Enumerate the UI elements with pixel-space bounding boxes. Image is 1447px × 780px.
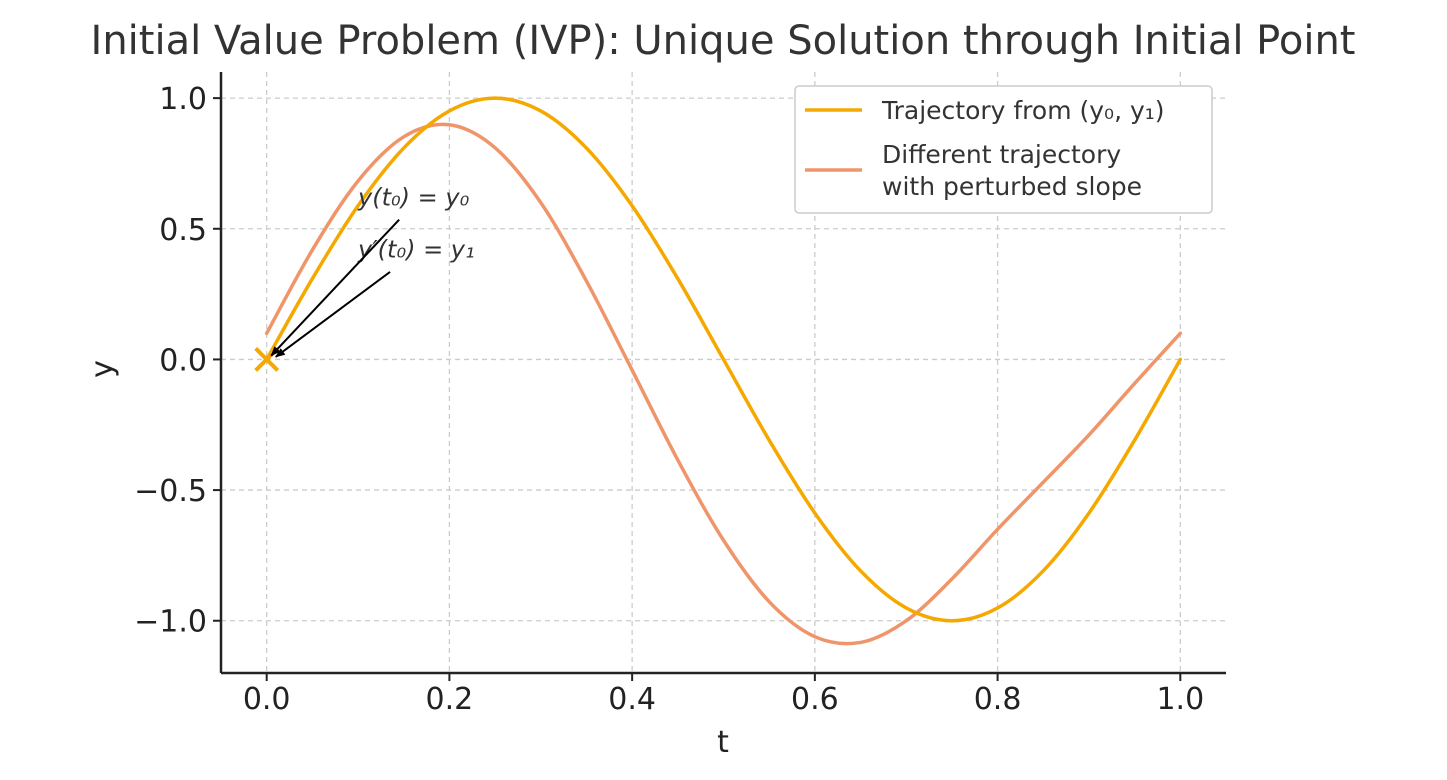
axes xyxy=(219,72,1226,675)
y-tick-label-0: 1.0 xyxy=(159,82,207,117)
annotation-layer: y(t₀) = y₀ y′(t₀) = y₁ xyxy=(270,183,475,358)
series-line-perturbed xyxy=(264,122,1183,646)
legend-label-perturbed-line-1: Different trajectory xyxy=(882,140,1121,169)
y-tick-label-1: 0.5 xyxy=(159,213,207,248)
x-tick-label-5: 1.0 xyxy=(1156,682,1204,717)
x-tick-label-0: 0.0 xyxy=(243,682,291,717)
annotation-arrow-0 xyxy=(270,218,400,357)
x-tick-label-1: 0.2 xyxy=(426,682,474,717)
y-tick-label-4: −1.0 xyxy=(134,605,207,640)
chart-title: Initial Value Problem (IVP): Unique Solu… xyxy=(91,18,1356,64)
x-tick-label-2: 0.4 xyxy=(608,682,656,717)
x-axis-label: t xyxy=(717,725,729,760)
legend: Trajectory from (y₀, y₁) Different traje… xyxy=(794,85,1213,214)
y-tick-label-3: −0.5 xyxy=(134,474,207,509)
annotation-label-initial-value: y(t₀) = y₀ xyxy=(357,183,470,211)
legend-label-trajectory: Trajectory from (y₀, y₁) xyxy=(881,96,1165,125)
legend-label-perturbed-line-2: with perturbed slope xyxy=(882,172,1142,201)
legend-box xyxy=(794,85,1213,214)
annotation-label-initial-slope: y′(t₀) = y₁ xyxy=(357,236,475,264)
y-tick-label-2: 0.0 xyxy=(159,343,207,378)
annotation-arrow-1 xyxy=(275,271,391,358)
ticks: 0.0 0.2 0.4 0.6 0.8 1.0 1.0 0.5 0.0 −0.5 −1.0 xyxy=(134,82,1204,717)
x-tick-label-3: 0.6 xyxy=(791,682,839,717)
series-line-trajectory xyxy=(264,96,1183,623)
x-tick-label-4: 0.8 xyxy=(974,682,1022,717)
y-axis-label: y xyxy=(85,360,120,378)
series-layer xyxy=(264,96,1183,646)
